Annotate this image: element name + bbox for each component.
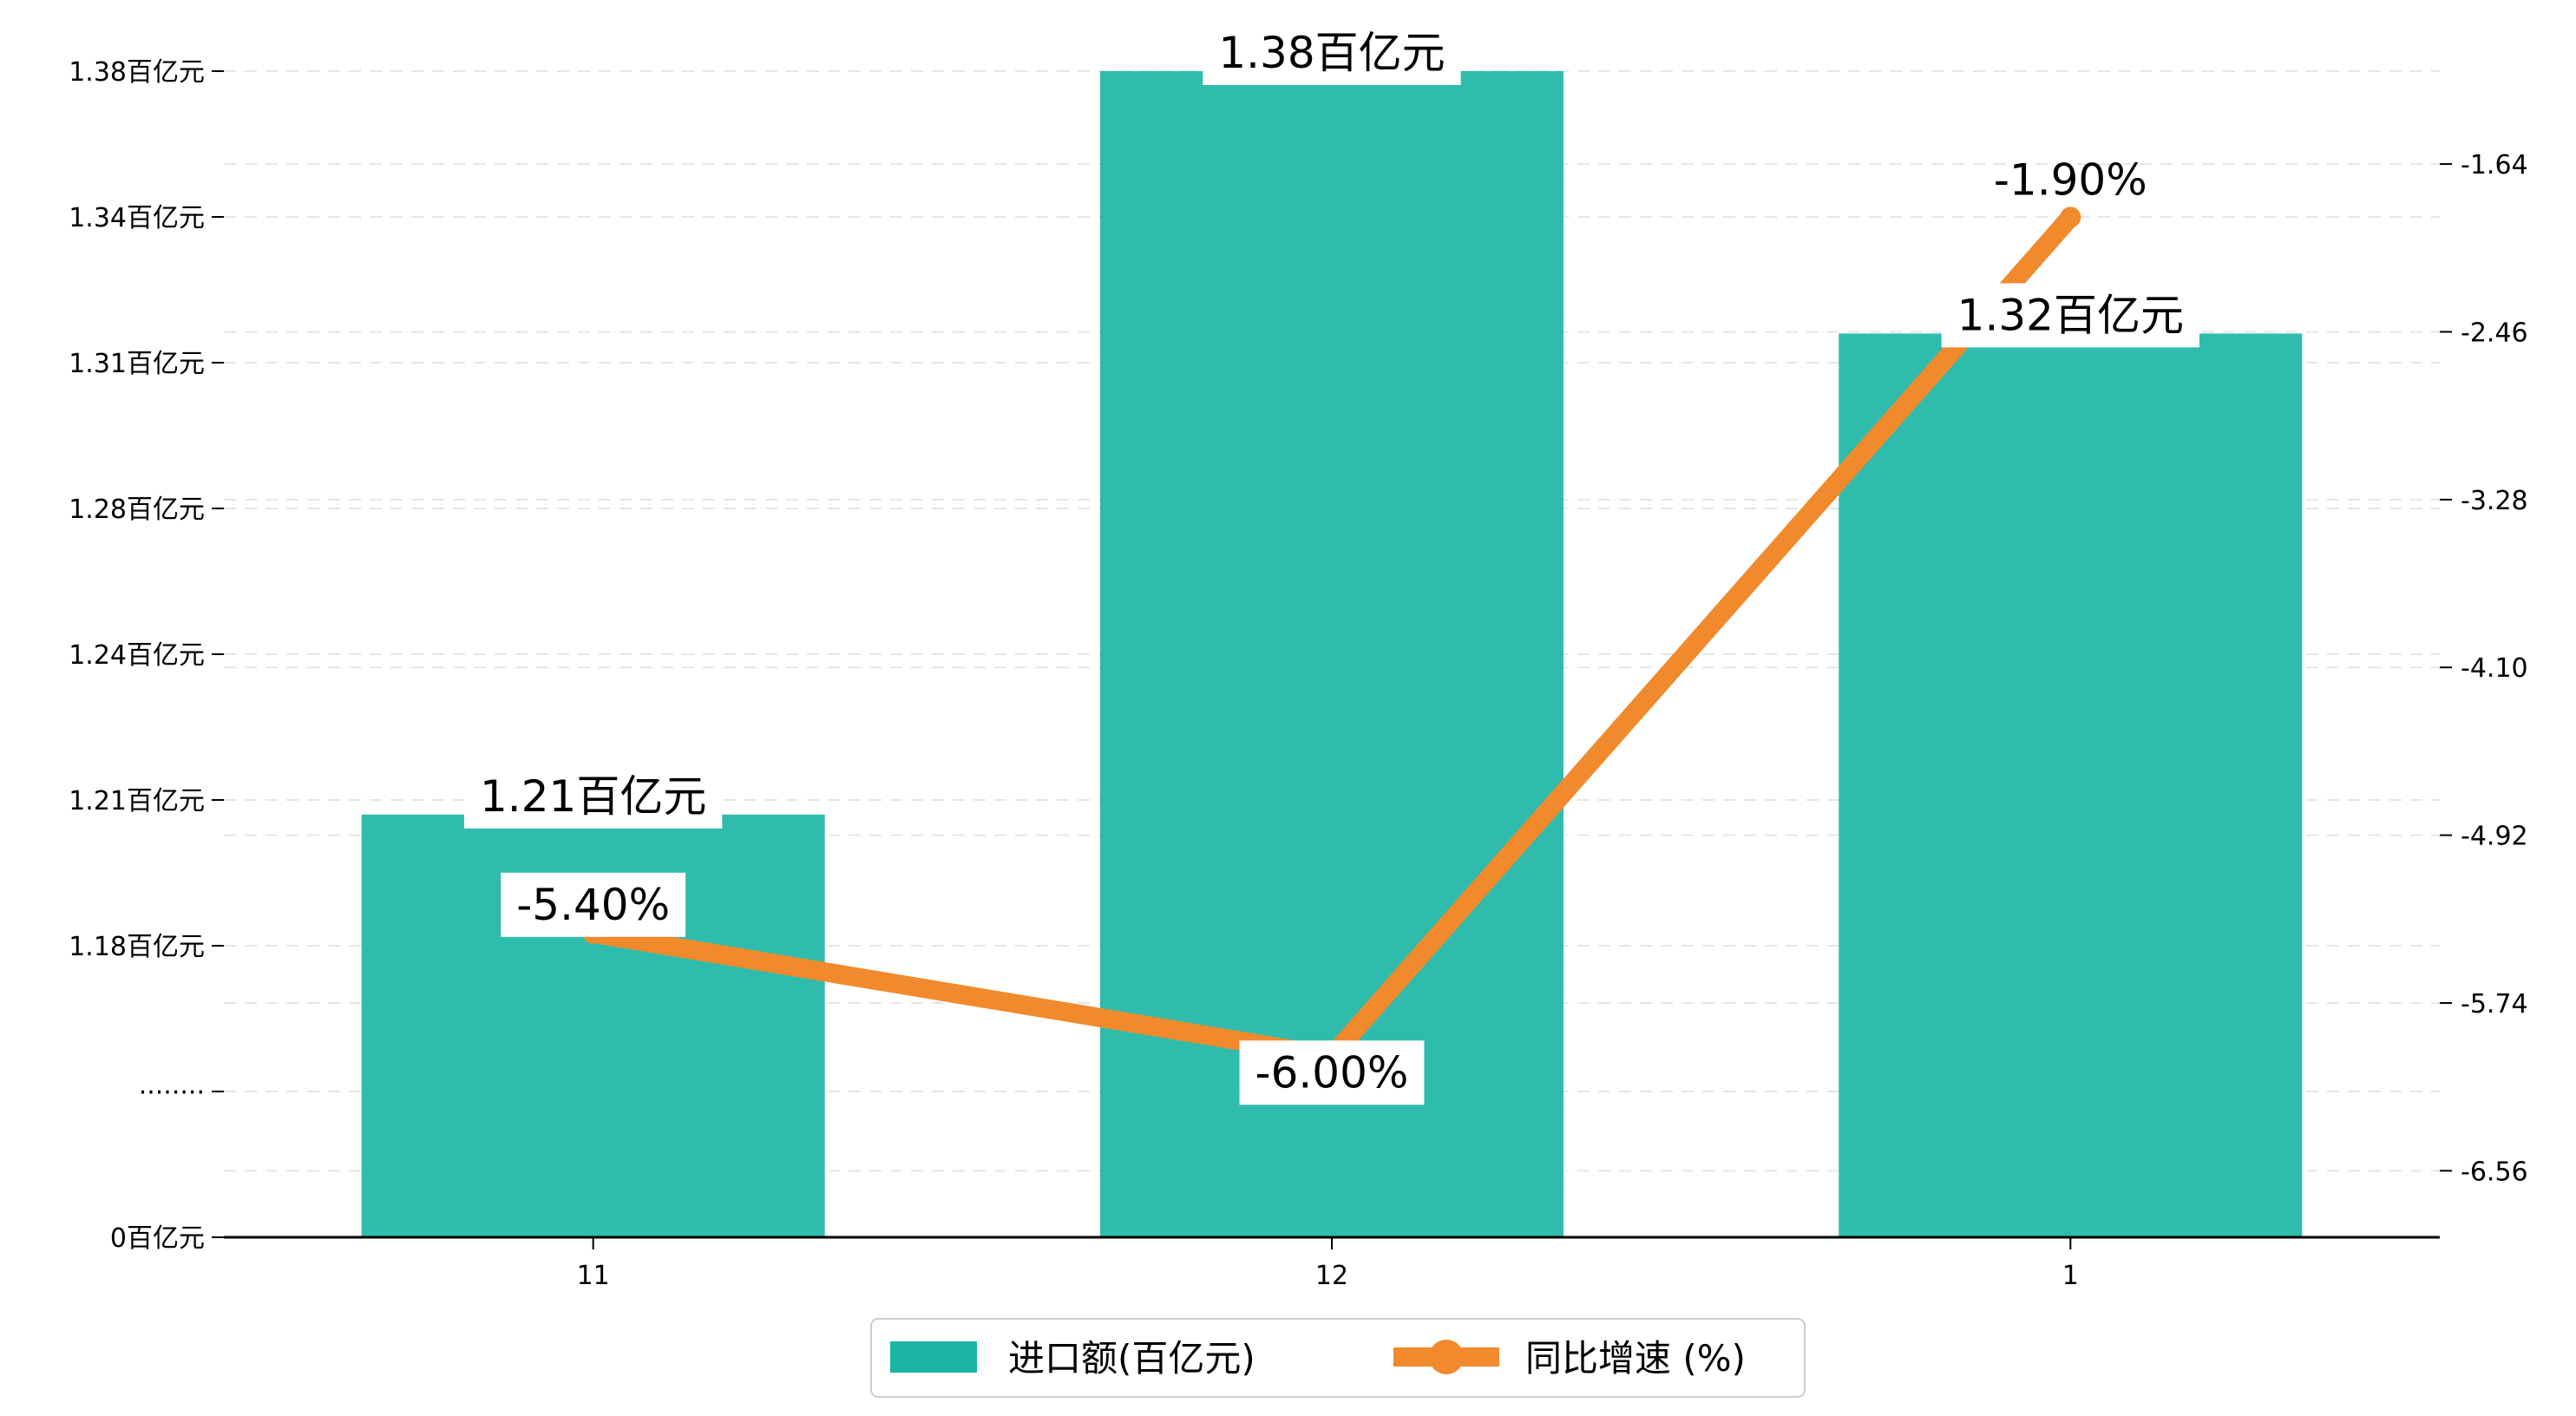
left-tick-label: ········ <box>139 1078 205 1108</box>
right-tick-label: -6.56 <box>2461 1157 2528 1187</box>
line-label-12-box <box>1239 1040 1425 1105</box>
x-tick-label: 12 <box>1315 1261 1348 1291</box>
bar-label-12: 1.38百亿元 <box>1203 21 1461 85</box>
left-axis-ticks: 0百亿元 ········ 1.18百亿元 1.21百亿元 1.24百亿元 1.28百亿元… <box>69 57 224 1254</box>
line-label-11-text: -5.40% <box>516 880 670 930</box>
left-tick-label: 1.31百亿元 <box>69 349 205 379</box>
left-tick-label: 1.24百亿元 <box>69 640 205 671</box>
legend: 进口额(百亿元) 同比增速 (%) <box>870 1318 1806 1398</box>
bar-label-12-box <box>1203 21 1461 85</box>
line-label-11: -5.40% <box>501 872 686 937</box>
right-tick-label: -3.28 <box>2461 486 2528 516</box>
bar-label-11-text: 1.21百亿元 <box>480 771 706 822</box>
legend-swatch-bar <box>890 1341 977 1373</box>
right-tick-label: -1.64 <box>2461 150 2528 180</box>
bar-label-1-box <box>1941 283 2199 348</box>
data-labels: 1.21百亿元 1.38百亿元 1.32百亿元 -5.40% -6.00% -1.90% <box>464 21 2199 1105</box>
line-label-12-text: -6.00% <box>1255 1047 1409 1098</box>
right-tick-label: -2.46 <box>2461 318 2528 348</box>
left-tick-label: 0百亿元 <box>110 1223 205 1254</box>
left-tick-label: 1.38百亿元 <box>69 57 205 88</box>
legend-label-bar: 进口额(百亿元) <box>1008 1337 1255 1380</box>
bar-label-1: 1.32百亿元 <box>1941 283 2199 348</box>
x-tick-label: 11 <box>577 1261 610 1291</box>
left-tick-label: 1.28百亿元 <box>69 495 205 525</box>
line-label-11-box <box>501 872 686 937</box>
legend-label-line: 同比增速 (%) <box>1525 1337 1746 1380</box>
left-tick-label: 1.18百亿元 <box>69 932 205 962</box>
x-axis-ticks: 11 12 1 <box>577 1237 2079 1291</box>
line-label-12: -6.00% <box>1239 1040 1425 1105</box>
left-tick-label: 1.21百亿元 <box>69 786 205 816</box>
bar-label-1-text: 1.32百亿元 <box>1957 290 2184 340</box>
legend-box <box>870 1318 1806 1398</box>
line-label-1: -1.90% <box>1994 154 2147 205</box>
bar-1 <box>1839 333 2303 1237</box>
bar-label-12-text: 1.38百亿元 <box>1218 28 1445 78</box>
legend-swatch-marker <box>1429 1340 1464 1374</box>
bar-label-11-box <box>464 764 723 829</box>
right-tick-label: -4.92 <box>2461 822 2528 852</box>
left-tick-label: 1.34百亿元 <box>69 203 205 233</box>
right-axis-ticks: -6.56 -5.74 -4.92 -4.10 -3.28 -2.46 -1.64 <box>2440 150 2528 1187</box>
x-tick-label: 1 <box>2062 1261 2079 1291</box>
right-tick-label: -4.10 <box>2461 653 2528 684</box>
growth-point-1 <box>2060 206 2081 228</box>
line-label-1-text: -1.90% <box>1994 154 2147 205</box>
right-tick-label: -5.74 <box>2461 989 2528 1019</box>
bar-label-11: 1.21百亿元 <box>464 764 723 829</box>
